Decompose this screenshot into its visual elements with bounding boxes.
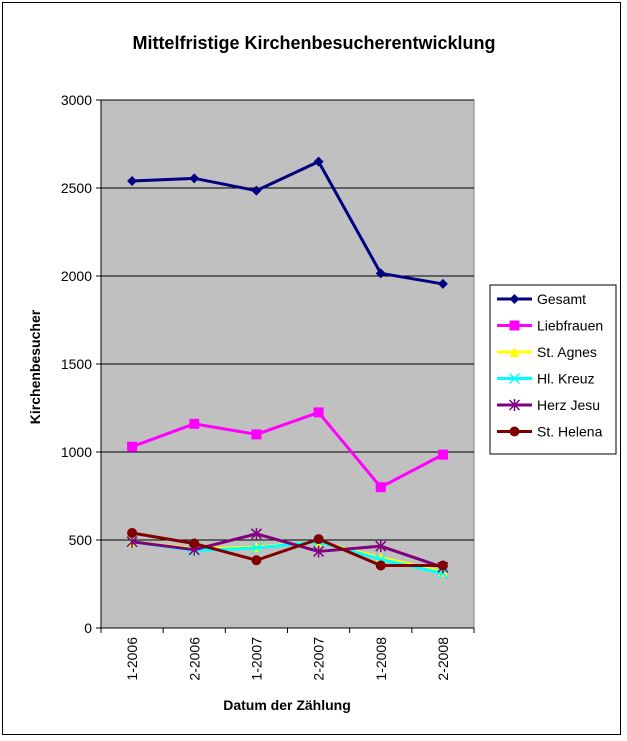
data-point — [437, 560, 448, 571]
legend-marker — [509, 347, 520, 357]
data-point — [375, 540, 387, 553]
plot-area — [100, 99, 475, 629]
data-point — [251, 555, 262, 566]
x-tick-label: 2-2006 — [186, 637, 202, 681]
legend-marker — [509, 320, 520, 331]
series-line — [131, 410, 444, 489]
data-point — [251, 429, 262, 440]
legend-entry: Hl. Kreuz — [537, 371, 595, 387]
series-1 — [127, 407, 448, 493]
data-point — [313, 545, 325, 558]
data-point — [189, 538, 200, 549]
legend-entry: St. Helena — [537, 424, 603, 440]
legend-marker — [508, 399, 521, 411]
legend: Gesamt Liebfrauen St. Agnes Hl. Kreuz Herz J… — [489, 284, 617, 455]
data-point — [189, 173, 200, 184]
series-5 — [127, 527, 448, 571]
series-line — [132, 160, 444, 286]
series-line — [131, 531, 443, 568]
y-tick-label: 2500 — [61, 180, 92, 196]
data-point — [127, 441, 138, 452]
y-tick-label: 500 — [69, 532, 93, 548]
data-point — [375, 268, 386, 279]
y-axis-label: Kirchenbesucher — [27, 309, 43, 424]
x-tick-label: 1-2007 — [248, 637, 264, 681]
series-line — [131, 532, 444, 569]
data-point — [313, 407, 324, 418]
legend-entry: St. Agnes — [537, 344, 597, 360]
legend-box — [489, 284, 617, 455]
y-tick-label: 3000 — [61, 92, 92, 108]
x-axis: 1-2006 2-2006 1-2007 2-2007 1-2008 2-2008 — [100, 627, 475, 681]
x-tick-label: 1-2008 — [373, 637, 389, 681]
y-tick-label: 1000 — [61, 444, 92, 460]
y-tick-label: 1500 — [61, 356, 92, 372]
series-layer — [126, 156, 449, 579]
x-tick-label: 2-2008 — [435, 637, 451, 681]
chart-title: Mittelfristige Kirchenbesucherentwicklun… — [132, 33, 495, 53]
data-point — [375, 560, 386, 571]
legend-marker — [509, 294, 520, 304]
x-tick-label: 2-2007 — [311, 637, 327, 681]
legend-entry: Herz Jesu — [537, 397, 600, 413]
data-point — [313, 534, 324, 545]
series-0 — [127, 156, 448, 289]
data-point — [251, 185, 262, 196]
data-point — [437, 278, 448, 289]
legend-entry: Liebfrauen — [537, 318, 603, 334]
y-tick-label: 0 — [84, 620, 92, 636]
legend-marker — [508, 372, 521, 385]
data-point — [189, 418, 200, 429]
x-tick-label: 1-2006 — [124, 637, 140, 681]
y-axis: 0 500 1000 1500 2000 2500 3000 — [61, 92, 102, 636]
data-point — [250, 542, 262, 554]
line-chart: Mittelfristige Kirchenbesucherentwicklun… — [27, 33, 617, 713]
data-point — [375, 482, 386, 493]
data-point — [250, 527, 262, 540]
y-tick-label: 2000 — [61, 268, 92, 284]
legend-marker — [509, 426, 520, 437]
data-point — [127, 527, 138, 538]
chart-frame: Mittelfristige Kirchenbesucherentwicklun… — [2, 2, 621, 735]
x-axis-label: Datum der Zählung — [223, 697, 351, 713]
legend-entry: Gesamt — [537, 291, 586, 307]
data-point — [313, 156, 324, 167]
data-point — [437, 449, 448, 460]
